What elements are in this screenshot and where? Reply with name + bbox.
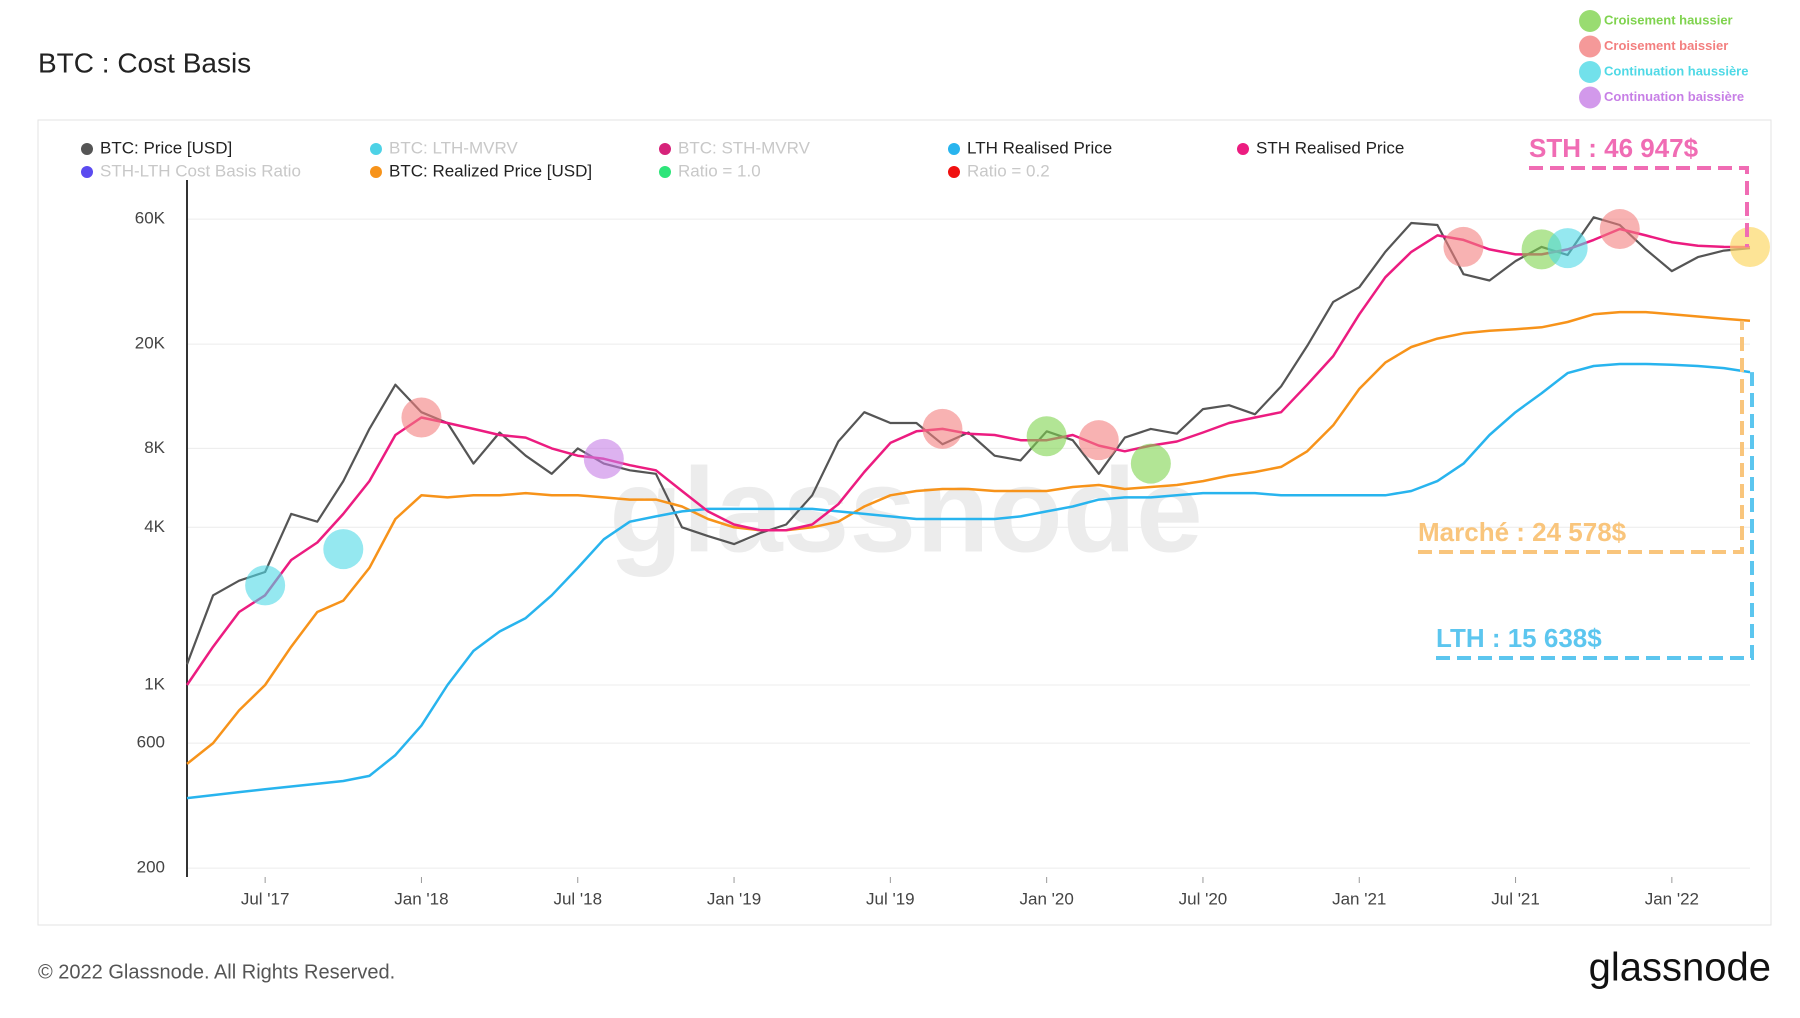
event-marker xyxy=(1443,226,1484,267)
legend-swatch xyxy=(659,166,671,178)
x-tick-label: Jul '18 xyxy=(553,889,602,908)
y-tick-label: 60K xyxy=(135,209,166,228)
marker-legend-swatch xyxy=(1579,61,1601,83)
x-tick-label: Jan '19 xyxy=(707,889,761,908)
event-marker xyxy=(1078,420,1119,461)
legend-label: Ratio = 1.0 xyxy=(678,161,761,180)
annotation-label: Marché : 24 578$ xyxy=(1418,517,1627,547)
event-marker xyxy=(583,438,624,479)
event-marker xyxy=(323,529,364,570)
legend-label: BTC: Realized Price [USD] xyxy=(389,161,592,180)
legend-label: BTC: Price [USD] xyxy=(100,138,232,157)
chart-title: BTC : Cost Basis xyxy=(38,47,251,78)
marker-legend-label: Croisement baissier xyxy=(1604,38,1728,53)
legend-label: BTC: STH-MVRV xyxy=(678,138,811,157)
y-tick-label: 1K xyxy=(144,674,165,693)
y-tick-label: 600 xyxy=(137,733,165,752)
x-tick-label: Jan '20 xyxy=(1020,889,1074,908)
y-tick-label: 200 xyxy=(137,858,165,877)
series-line xyxy=(185,227,1751,686)
legend-swatch xyxy=(948,143,960,155)
legend-swatch xyxy=(659,143,671,155)
legend-label: LTH Realised Price xyxy=(967,138,1112,157)
legend-label: Ratio = 0.2 xyxy=(967,161,1050,180)
marker-legend-swatch xyxy=(1579,10,1601,32)
legend-label: STH Realised Price xyxy=(1256,138,1404,157)
annotation-leader xyxy=(1529,166,1749,248)
x-tick-label: Jul '20 xyxy=(1179,889,1228,908)
x-tick-label: Jan '22 xyxy=(1645,889,1699,908)
event-marker xyxy=(1130,443,1171,484)
copyright: © 2022 Glassnode. All Rights Reserved. xyxy=(38,961,395,983)
legend-label: BTC: LTH-MVRV xyxy=(389,138,518,157)
x-tick-label: Jan '18 xyxy=(394,889,448,908)
event-marker xyxy=(245,565,286,606)
annotation-label: LTH : 15 638$ xyxy=(1436,623,1602,653)
legend-swatch xyxy=(81,143,93,155)
y-tick-label: 20K xyxy=(135,334,166,353)
logo: glassnode xyxy=(1589,946,1771,990)
series-line xyxy=(186,362,1751,800)
annotation-leader xyxy=(1418,320,1744,554)
event-marker xyxy=(1547,228,1588,269)
marker-legend-swatch xyxy=(1579,35,1601,58)
marker-legend-swatch xyxy=(1579,86,1601,109)
legend-swatch xyxy=(1237,143,1249,155)
y-tick-label: 8K xyxy=(144,438,165,457)
event-marker xyxy=(1599,209,1640,250)
x-tick-label: Jul '21 xyxy=(1491,889,1540,908)
annotation-label: STH : 46 947$ xyxy=(1529,133,1699,163)
legend-label: STH-LTH Cost Basis Ratio xyxy=(100,161,301,180)
x-tick-label: Jan '21 xyxy=(1332,889,1386,908)
x-tick-label: Jul '17 xyxy=(241,889,290,908)
x-tick-label: Jul '19 xyxy=(866,889,915,908)
legend-swatch xyxy=(948,166,960,178)
event-marker xyxy=(1026,416,1067,457)
y-tick-label: 4K xyxy=(144,517,165,536)
series-line xyxy=(185,216,1751,665)
highlight-marker xyxy=(1730,227,1770,268)
legend-swatch xyxy=(370,166,382,178)
event-marker xyxy=(922,408,963,449)
series-line xyxy=(186,310,1751,765)
event-marker xyxy=(401,397,442,438)
legend-swatch xyxy=(370,143,382,155)
marker-legend-label: Continuation baissière xyxy=(1604,89,1744,104)
marker-legend-label: Continuation haussière xyxy=(1604,63,1748,78)
marker-legend-label: Croisement haussier xyxy=(1604,12,1733,27)
legend-swatch xyxy=(81,166,93,178)
chart-frame xyxy=(37,119,1772,926)
annotation-leader xyxy=(1436,372,1754,660)
